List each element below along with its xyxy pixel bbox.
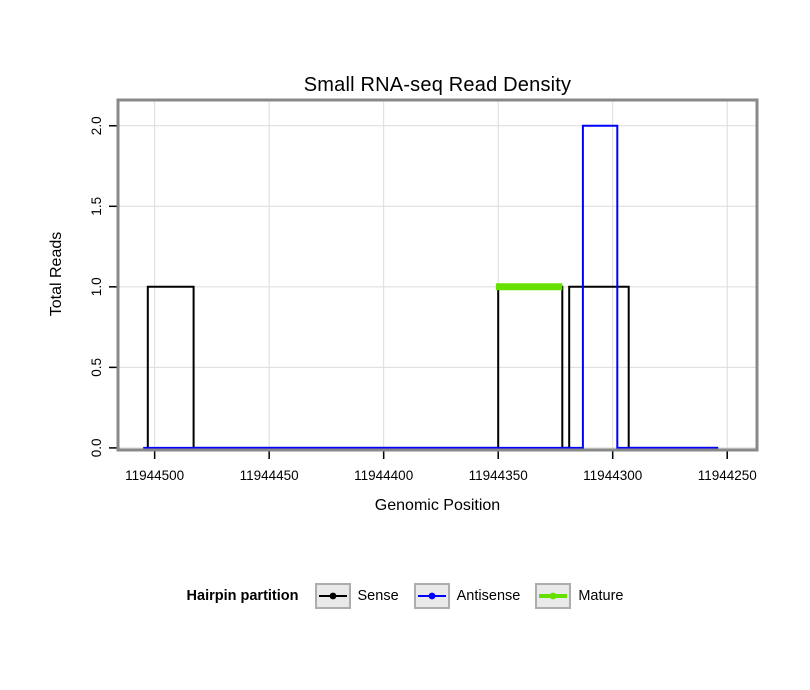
legend-label-sense: Sense: [357, 588, 399, 604]
legend-items: Sense Antisense Mature: [314, 583, 623, 609]
panel-border: [116, 98, 759, 452]
legend-label-antisense: Antisense: [456, 588, 521, 604]
legend-key-point: [549, 592, 557, 600]
grid-lines: [118, 100, 757, 450]
legend-key-point: [329, 592, 336, 600]
chart-title: Small RNA-seq Read Density: [303, 74, 572, 96]
x-axis-label: Genomic Position: [374, 497, 501, 514]
y-tick-label: 0.5: [89, 358, 104, 377]
y-tick-label: 1.0: [89, 277, 104, 296]
y-axis-label: Total Reads: [48, 231, 65, 317]
axis-ticks: 11944500 11944450 11944400 11944350 11944300…: [89, 116, 757, 483]
x-tick-label: 11944300: [583, 468, 642, 483]
plot-area: 11944500 11944450 11944400 11944350 11944300…: [89, 98, 759, 483]
legend-title: Hairpin partition: [186, 588, 299, 604]
x-tick-label: 11944350: [469, 468, 528, 483]
legend-item-sense: Sense: [314, 583, 399, 609]
y-tick-label: 2.0: [89, 116, 104, 135]
legend: Hairpin partition Sense Antisense Mature: [0, 580, 810, 612]
legend-item-mature: Mature: [535, 583, 623, 609]
legend-key-mature: [535, 583, 572, 609]
y-tick-label: 0.0: [89, 439, 104, 458]
legend-key-antisense: [413, 583, 450, 609]
legend-label-mature: Mature: [578, 588, 624, 604]
x-tick-label: 11944400: [354, 468, 413, 483]
legend-key-sense: [314, 583, 351, 609]
legend-item-antisense: Antisense: [413, 583, 521, 609]
x-tick-label: 11944250: [698, 468, 757, 483]
legend-key-point: [428, 592, 436, 600]
series-antisense-line: [143, 124, 719, 449]
x-tick-label: 11944500: [125, 468, 184, 483]
x-tick-label: 11944450: [240, 468, 299, 483]
y-tick-label: 1.5: [89, 197, 104, 216]
